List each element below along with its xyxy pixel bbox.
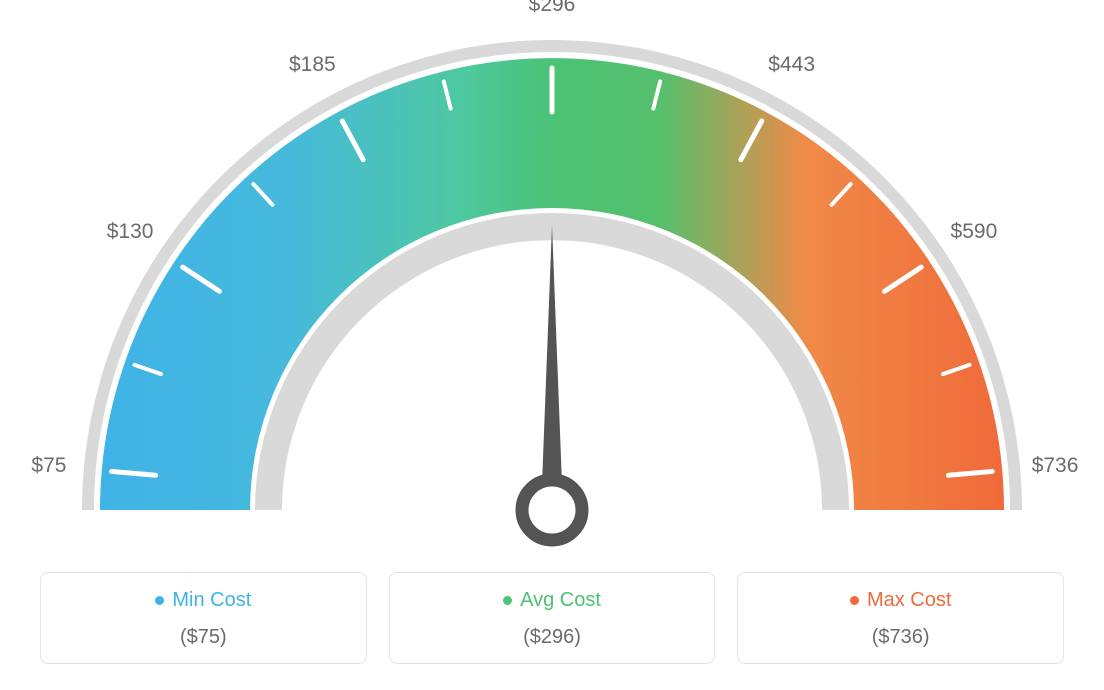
legend-title-avg: Avg Cost: [503, 589, 601, 612]
legend-card-max: Max Cost ($736): [737, 572, 1064, 664]
tick-label: $185: [289, 53, 336, 77]
legend-row: Min Cost ($75) Avg Cost ($296) Max Cost …: [40, 572, 1064, 664]
legend-value-avg: ($296): [400, 626, 705, 649]
legend-dot-min: [155, 596, 164, 605]
tick-label: $130: [107, 220, 154, 244]
legend-label-min: Min Cost: [172, 589, 251, 612]
tick-label: $443: [768, 53, 815, 77]
tick-label: $75: [31, 454, 66, 478]
legend-label-avg: Avg Cost: [520, 589, 601, 612]
legend-label-max: Max Cost: [867, 589, 951, 612]
legend-dot-max: [850, 596, 859, 605]
tick-label: $736: [1032, 454, 1079, 478]
tick-label: $296: [529, 0, 576, 17]
legend-dot-avg: [503, 596, 512, 605]
legend-value-max: ($736): [748, 626, 1053, 649]
legend-card-min: Min Cost ($75): [40, 572, 367, 664]
gauge-svg: [0, 0, 1104, 560]
gauge-container: $75 $130 $185 $296 $443 $590 $736: [0, 0, 1104, 560]
gauge-hub: [522, 480, 582, 540]
legend-title-max: Max Cost: [850, 589, 951, 612]
tick-label: $590: [951, 220, 998, 244]
legend-card-avg: Avg Cost ($296): [389, 572, 716, 664]
legend-value-min: ($75): [51, 626, 356, 649]
legend-title-min: Min Cost: [155, 589, 251, 612]
